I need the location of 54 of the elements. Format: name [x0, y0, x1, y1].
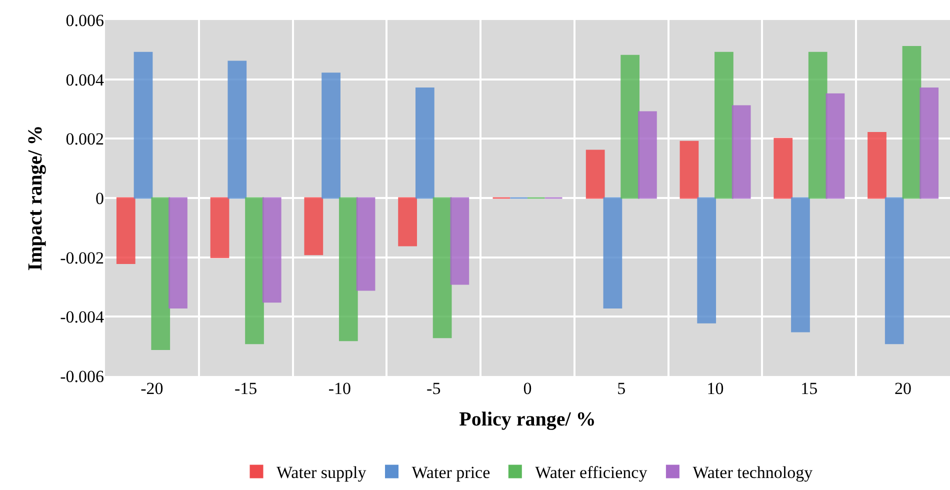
bar: [304, 197, 324, 256]
bar: [245, 197, 264, 344]
bar: [680, 140, 699, 199]
legend-label: Water price: [412, 463, 490, 482]
bar: [826, 93, 845, 199]
bar: [168, 197, 188, 309]
legend-label: Water technology: [692, 463, 814, 482]
bar: [586, 150, 605, 199]
bar: [603, 197, 622, 309]
bar: [450, 197, 470, 285]
bar: [697, 197, 716, 324]
bar: [116, 197, 136, 264]
x-tick-label: 5: [617, 379, 626, 398]
bar: [884, 197, 904, 344]
bar: [322, 72, 340, 199]
x-tick-label: 10: [706, 379, 724, 398]
y-tick-label: 0: [96, 188, 104, 208]
bar: [714, 52, 734, 199]
x-tick-label: 20: [894, 379, 912, 398]
bar: [432, 197, 452, 338]
y-tick-label: 0.002: [66, 130, 104, 149]
x-tick-label: 0: [523, 379, 532, 398]
bar: [134, 52, 153, 199]
bar: [356, 197, 376, 291]
x-axis-title: Policy range/ %: [459, 408, 596, 430]
x-tick-label: 15: [800, 379, 818, 398]
y-tick-label: -0.002: [60, 248, 104, 268]
y-tick-label: 0.006: [66, 10, 104, 30]
bar: [338, 197, 358, 342]
y-tick-label: -0.004: [60, 308, 104, 327]
y-axis-title: Impact range/ %: [24, 125, 47, 271]
x-tick-label: -10: [328, 379, 352, 398]
bar: [791, 197, 810, 332]
legend-label: Water supply: [276, 463, 367, 482]
bar: [638, 111, 657, 199]
bar: [620, 54, 640, 199]
bar: [774, 138, 793, 199]
x-tick-label: -15: [234, 379, 258, 398]
y-tick-label: 0.004: [66, 70, 104, 90]
bar: [732, 105, 751, 199]
legend-label: Water efficiency: [535, 463, 648, 482]
bar: [920, 87, 939, 199]
bar: [398, 197, 417, 246]
bar: [415, 87, 434, 199]
bar: [262, 197, 282, 303]
x-tick-label: -20: [140, 379, 164, 398]
bar: [228, 60, 247, 199]
bar: [808, 52, 828, 199]
y-tick-label: -0.006: [60, 366, 104, 386]
bar: [868, 132, 886, 199]
x-tick-label: -5: [426, 379, 441, 398]
bar: [210, 197, 230, 258]
bar: [902, 46, 922, 199]
bar: [151, 197, 170, 350]
